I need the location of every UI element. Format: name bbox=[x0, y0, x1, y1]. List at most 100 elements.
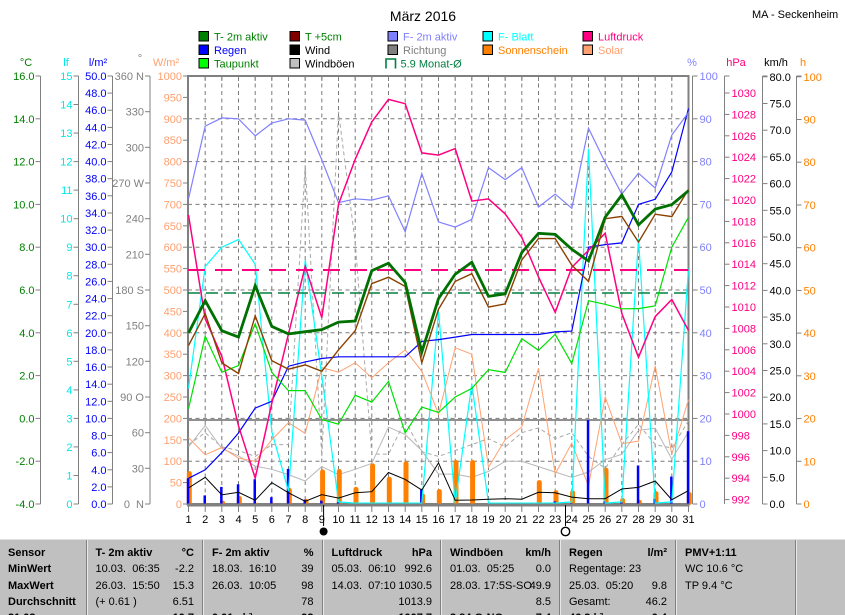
svg-text:4.0: 4.0 bbox=[91, 465, 106, 477]
svg-text:70.0: 70.0 bbox=[770, 125, 791, 137]
svg-text:400: 400 bbox=[164, 328, 182, 340]
svg-text:20: 20 bbox=[804, 414, 816, 426]
svg-text:80: 80 bbox=[804, 157, 816, 169]
svg-text:28: 28 bbox=[632, 514, 644, 526]
svg-text:350: 350 bbox=[164, 349, 182, 361]
svg-text:450: 450 bbox=[164, 306, 182, 318]
svg-text:l/m²: l/m² bbox=[89, 57, 108, 69]
svg-text:250: 250 bbox=[164, 392, 182, 404]
svg-text:Solar: Solar bbox=[598, 45, 624, 57]
svg-text:30: 30 bbox=[804, 371, 816, 383]
svg-text:300: 300 bbox=[164, 371, 182, 383]
svg-text:900: 900 bbox=[164, 114, 182, 126]
svg-text:1026: 1026 bbox=[732, 131, 756, 143]
svg-text:16.0: 16.0 bbox=[13, 71, 34, 83]
svg-text:Luftdruck: Luftdruck bbox=[598, 32, 644, 44]
svg-text:MA - Seckenheim: MA - Seckenheim bbox=[752, 9, 838, 21]
svg-text:500: 500 bbox=[164, 285, 182, 297]
svg-text:Taupunkt: Taupunkt bbox=[214, 59, 259, 71]
svg-text:1: 1 bbox=[66, 471, 72, 483]
svg-text:5.0: 5.0 bbox=[770, 472, 785, 484]
svg-text:300: 300 bbox=[126, 142, 144, 154]
svg-text:36.0: 36.0 bbox=[85, 191, 106, 203]
svg-text:40.0: 40.0 bbox=[770, 285, 791, 297]
svg-text:1000: 1000 bbox=[158, 71, 182, 83]
svg-text:10: 10 bbox=[332, 514, 344, 526]
svg-text:90: 90 bbox=[804, 115, 816, 127]
svg-text:W/m²: W/m² bbox=[153, 57, 180, 69]
svg-text:%: % bbox=[687, 57, 697, 69]
svg-text:240: 240 bbox=[126, 214, 144, 226]
svg-text:4: 4 bbox=[235, 514, 241, 526]
svg-text:1014: 1014 bbox=[732, 259, 756, 271]
svg-text:600: 600 bbox=[164, 242, 182, 254]
svg-text:50: 50 bbox=[700, 285, 712, 297]
svg-text:März 2016: März 2016 bbox=[390, 8, 456, 24]
svg-text:12.0: 12.0 bbox=[13, 157, 34, 169]
svg-text:°C: °C bbox=[20, 57, 32, 69]
svg-text:17: 17 bbox=[449, 514, 461, 526]
svg-text:26.0: 26.0 bbox=[85, 276, 106, 288]
svg-text:1: 1 bbox=[185, 514, 191, 526]
svg-text:80.0: 80.0 bbox=[770, 72, 791, 84]
svg-text:1020: 1020 bbox=[732, 195, 756, 207]
svg-text:50: 50 bbox=[170, 478, 182, 490]
svg-text:0: 0 bbox=[66, 499, 72, 511]
svg-text:6.0: 6.0 bbox=[19, 285, 34, 297]
svg-text:hPa: hPa bbox=[726, 57, 746, 69]
svg-text:90: 90 bbox=[700, 114, 712, 126]
svg-text:10: 10 bbox=[804, 456, 816, 468]
svg-text:18.0: 18.0 bbox=[85, 345, 106, 357]
svg-text:16: 16 bbox=[432, 514, 444, 526]
svg-text:8.0: 8.0 bbox=[19, 242, 34, 254]
svg-text:24.0: 24.0 bbox=[85, 294, 106, 306]
svg-text:150: 150 bbox=[164, 435, 182, 447]
svg-text:44.0: 44.0 bbox=[85, 122, 106, 134]
svg-text:30: 30 bbox=[666, 514, 678, 526]
svg-text:14: 14 bbox=[60, 100, 72, 112]
svg-text:6: 6 bbox=[66, 328, 72, 340]
svg-text:0.0: 0.0 bbox=[19, 413, 34, 425]
svg-text:10.0: 10.0 bbox=[13, 199, 34, 211]
svg-text:60.0: 60.0 bbox=[770, 179, 791, 191]
svg-text:11: 11 bbox=[61, 185, 72, 197]
svg-text:1016: 1016 bbox=[732, 238, 756, 250]
svg-text:1022: 1022 bbox=[732, 174, 756, 186]
svg-text:14.0: 14.0 bbox=[85, 379, 106, 391]
svg-text:1010: 1010 bbox=[732, 302, 756, 314]
svg-text:0: 0 bbox=[700, 499, 706, 511]
svg-text:15.0: 15.0 bbox=[770, 419, 791, 431]
svg-text:0 N: 0 N bbox=[124, 499, 144, 511]
svg-text:0: 0 bbox=[804, 499, 810, 511]
svg-text:992: 992 bbox=[732, 495, 750, 507]
svg-text:21: 21 bbox=[516, 514, 528, 526]
svg-text:330: 330 bbox=[126, 107, 144, 119]
svg-text:7: 7 bbox=[66, 299, 72, 311]
svg-text:T- 2m aktiv: T- 2m aktiv bbox=[214, 32, 268, 44]
svg-text:60: 60 bbox=[700, 242, 712, 254]
svg-text:75.0: 75.0 bbox=[770, 99, 791, 111]
svg-text:1024: 1024 bbox=[732, 152, 756, 164]
svg-text:70: 70 bbox=[804, 200, 816, 212]
svg-text:60: 60 bbox=[804, 243, 816, 255]
svg-text:34.0: 34.0 bbox=[85, 208, 106, 220]
svg-text:27: 27 bbox=[616, 514, 628, 526]
svg-text:700: 700 bbox=[164, 199, 182, 211]
svg-text:5: 5 bbox=[252, 514, 258, 526]
svg-text:750: 750 bbox=[164, 178, 182, 190]
svg-text:-2.0: -2.0 bbox=[16, 456, 35, 468]
svg-text:8: 8 bbox=[302, 514, 308, 526]
svg-text:950: 950 bbox=[164, 92, 182, 104]
svg-text:4: 4 bbox=[66, 385, 72, 397]
svg-text:120: 120 bbox=[126, 356, 144, 368]
svg-text:1028: 1028 bbox=[732, 109, 756, 121]
svg-text:1000: 1000 bbox=[732, 409, 756, 421]
svg-text:22: 22 bbox=[532, 514, 544, 526]
svg-text:65.0: 65.0 bbox=[770, 152, 791, 164]
svg-text:35.0: 35.0 bbox=[770, 312, 791, 324]
svg-text:°: ° bbox=[138, 53, 142, 65]
svg-text:28.0: 28.0 bbox=[85, 259, 106, 271]
svg-text:6: 6 bbox=[269, 514, 275, 526]
svg-text:6.0: 6.0 bbox=[91, 448, 106, 460]
svg-text:650: 650 bbox=[164, 221, 182, 233]
